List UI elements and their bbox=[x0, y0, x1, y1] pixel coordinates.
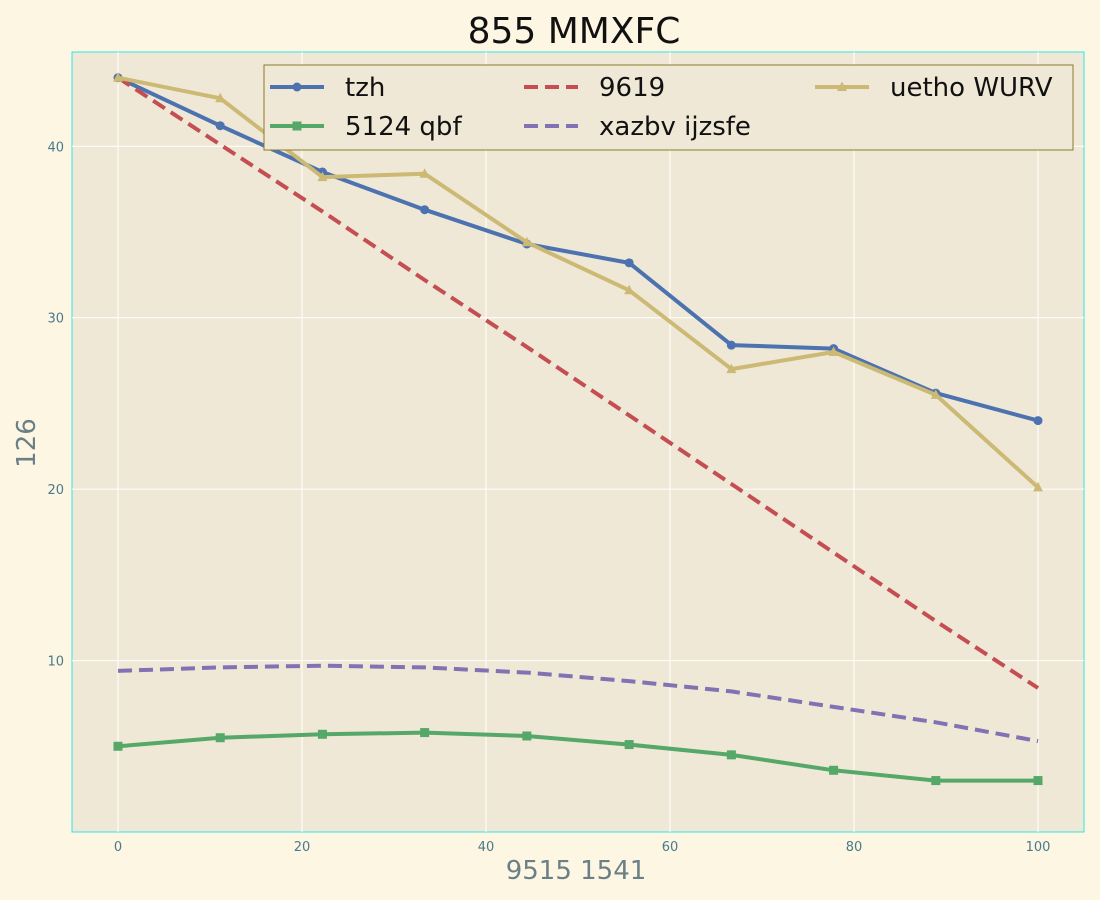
data-point bbox=[1033, 481, 1043, 492]
data-point bbox=[317, 729, 327, 739]
x-tick-label: 40 bbox=[478, 840, 495, 855]
data-point bbox=[420, 205, 430, 215]
legend-item: uetho WURV bbox=[815, 73, 1053, 103]
data-point bbox=[522, 731, 532, 741]
data-point bbox=[113, 741, 123, 751]
plot-area bbox=[71, 51, 1085, 833]
data-point bbox=[521, 236, 532, 247]
data-point bbox=[317, 171, 328, 182]
y-tick-label: 20 bbox=[47, 483, 64, 498]
legend-box bbox=[263, 64, 1074, 151]
legend-swatch-marker bbox=[292, 82, 302, 92]
series-line bbox=[117, 730, 1038, 783]
data-point bbox=[624, 258, 634, 268]
legend-item: xazbv ijzsfe bbox=[524, 112, 751, 142]
series-line bbox=[116, 76, 1040, 690]
data-point bbox=[930, 389, 941, 399]
legend-swatch-marker bbox=[292, 121, 302, 131]
data-point bbox=[829, 765, 839, 775]
data-point bbox=[726, 340, 736, 350]
chart-title: 855 MMXFC bbox=[468, 11, 681, 52]
legend-label: 9619 bbox=[599, 73, 665, 103]
tick-labels: 0 20 40 60 80 100 10 20 30 40 bbox=[47, 140, 1050, 855]
data-point bbox=[726, 363, 737, 374]
legend: tzh 9619 uetho WURV 5124 qbf xazbv ijzsfe bbox=[263, 64, 1074, 151]
legend-label: 5124 qbf bbox=[345, 112, 462, 142]
y-tick-label: 10 bbox=[47, 655, 64, 670]
data-point bbox=[420, 728, 430, 738]
data-point bbox=[215, 733, 225, 743]
data-point bbox=[726, 750, 736, 760]
x-tick-label: 80 bbox=[846, 840, 863, 855]
y-tick-label: 30 bbox=[47, 312, 64, 327]
legend-label: tzh bbox=[345, 73, 385, 103]
data-point bbox=[215, 92, 226, 103]
series-2 bbox=[116, 76, 1040, 690]
x-tick-label: 60 bbox=[662, 840, 679, 855]
data-point bbox=[215, 121, 225, 131]
legend-item: tzh bbox=[270, 73, 385, 103]
y-axis-label: 126 bbox=[12, 418, 42, 468]
series-4 bbox=[113, 728, 1043, 786]
legend-item: 5124 qbf bbox=[270, 112, 462, 142]
x-tick-label: 20 bbox=[294, 840, 311, 855]
legend-swatch-marker bbox=[837, 81, 847, 91]
series-line bbox=[117, 663, 1039, 744]
x-tick-label: 0 bbox=[114, 840, 122, 855]
data-point bbox=[1033, 416, 1043, 426]
legend-item: 9619 bbox=[524, 73, 665, 103]
data-point bbox=[419, 168, 430, 178]
legend-label: xazbv ijzsfe bbox=[599, 112, 751, 142]
data-point bbox=[624, 740, 634, 750]
legend-label: uetho WURV bbox=[890, 73, 1053, 103]
series-5 bbox=[117, 663, 1039, 744]
data-point bbox=[113, 72, 123, 82]
x-tick-label: 100 bbox=[1026, 840, 1051, 855]
data-point bbox=[624, 284, 635, 295]
data-point bbox=[931, 776, 941, 786]
data-point bbox=[1033, 776, 1043, 786]
data-point bbox=[828, 346, 839, 356]
x-axis-label: 9515 1541 bbox=[506, 856, 647, 886]
y-tick-label: 40 bbox=[47, 140, 64, 155]
